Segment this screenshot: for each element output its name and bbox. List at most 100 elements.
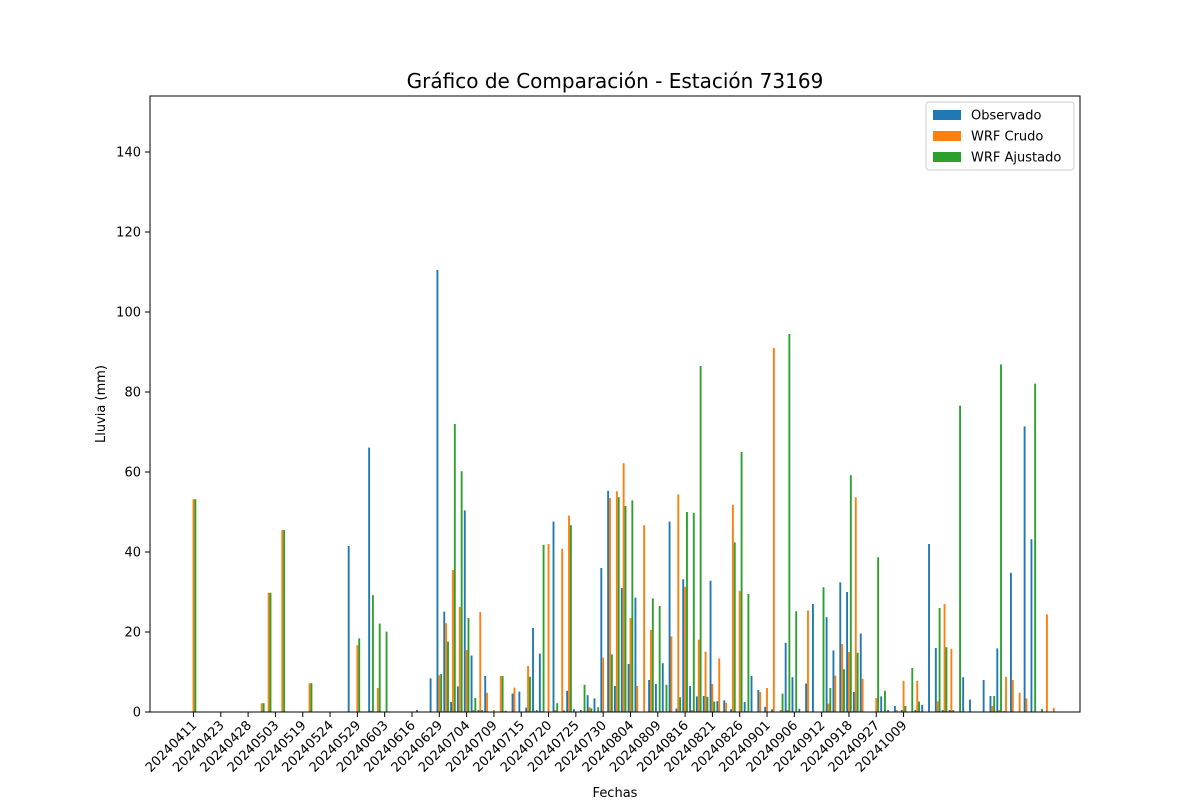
legend-swatch — [933, 131, 961, 141]
bar-wrf-crudo — [1005, 676, 1007, 712]
y-tick-label: 60 — [124, 466, 141, 481]
bar-wrf-crudo — [472, 710, 475, 712]
bar-wrf-crudo — [479, 612, 482, 712]
bar-observado — [586, 695, 589, 712]
bar-observado — [730, 709, 732, 712]
bar-observado — [1023, 426, 1026, 712]
bar-wrf-crudo — [513, 687, 516, 712]
bar-wrf-ajustado — [631, 500, 634, 712]
bar-wrf-ajustado — [528, 676, 531, 712]
bar-wrf-crudo — [895, 710, 898, 712]
y-tick-label: 40 — [124, 546, 141, 561]
bar-wrf-ajustado — [467, 618, 470, 712]
legend-frame — [925, 101, 1075, 171]
bar-wrf-ajustado — [262, 703, 265, 712]
y-tick-label: 100 — [116, 306, 141, 321]
bar-observado — [579, 710, 582, 712]
bar-wrf-crudo — [643, 525, 646, 712]
bar-wrf-ajustado — [583, 684, 586, 712]
bar-wrf-crudo — [766, 688, 768, 712]
bar-observado — [648, 680, 651, 712]
bar-observado — [852, 692, 855, 712]
bar-wrf-crudo — [356, 645, 359, 712]
bar-wrf-ajustado — [453, 424, 456, 712]
bar-observado — [812, 604, 814, 712]
bar-wrf-crudo — [438, 675, 441, 712]
bar-wrf-crudo — [568, 515, 570, 712]
bar-wrf-crudo — [192, 499, 195, 712]
bar-observado — [893, 706, 896, 712]
bar-wrf-crudo — [759, 692, 762, 712]
bar-observado — [928, 544, 930, 712]
bar-observado — [709, 580, 712, 712]
bar-wrf-ajustado — [699, 366, 702, 712]
bar-wrf-ajustado — [733, 542, 736, 712]
bar-wrf-crudo — [704, 651, 707, 712]
bar-wrf-ajustado — [624, 506, 627, 712]
bar-wrf-ajustado — [617, 497, 620, 712]
bar-observado — [757, 690, 760, 712]
bar-observado — [996, 648, 999, 712]
bar-observado — [627, 664, 630, 712]
bar-observado — [654, 684, 657, 712]
bar-observado — [436, 270, 439, 712]
bar-wrf-crudo — [854, 497, 857, 712]
bar-wrf-crudo — [629, 618, 632, 712]
bar-wrf-ajustado — [679, 697, 682, 712]
bar-wrf-crudo — [527, 666, 529, 712]
bar-observado — [1030, 539, 1033, 712]
bar-observado — [900, 710, 903, 712]
bar-wrf-ajustado — [556, 703, 559, 712]
bar-observado — [832, 650, 835, 712]
bar-wrf-ajustado — [692, 512, 695, 712]
bar-wrf-ajustado — [952, 710, 955, 712]
bar-observado — [702, 696, 705, 712]
bar-wrf-crudo — [697, 639, 700, 712]
bar-wrf-ajustado — [849, 475, 852, 712]
bar-observado — [456, 686, 459, 712]
bar-observado — [368, 447, 371, 712]
bar-wrf-ajustado — [658, 606, 661, 712]
bar-wrf-crudo — [731, 504, 734, 712]
bar-wrf-crudo — [1046, 614, 1048, 712]
bar-observado — [532, 628, 534, 712]
bar-observado — [771, 709, 773, 712]
y-tick-label: 80 — [124, 386, 141, 401]
bar-wrf-ajustado — [993, 696, 996, 712]
chart-title: Gráfico de Comparación - Estación 73169 — [407, 69, 824, 93]
bar-observado — [450, 702, 453, 712]
bar-wrf-ajustado — [385, 631, 388, 712]
bar-wrf-crudo — [260, 703, 263, 712]
bar-wrf-crudo — [848, 652, 850, 712]
x-axis: 2024041120240423202404282024050320240519… — [143, 712, 910, 776]
bar-wrf-ajustado — [460, 471, 463, 712]
bar-wrf-crudo — [827, 703, 830, 712]
bar-wrf-crudo — [725, 702, 727, 712]
bar-wrf-ajustado — [788, 334, 791, 712]
bar-wrf-crudo — [308, 683, 311, 712]
bar-wrf-ajustado — [481, 710, 484, 712]
bar-wrf-crudo — [267, 592, 270, 712]
bar-wrf-ajustado — [665, 684, 668, 712]
x-axis-label: Fechas — [593, 786, 638, 800]
legend: Observado WRF Crudo WRF Ajustado — [925, 101, 1075, 171]
bar-wrf-ajustado — [569, 525, 572, 712]
bar-wrf-crudo — [936, 701, 939, 712]
bar-wrf-crudo — [465, 650, 468, 712]
bar-wrf-ajustado — [781, 693, 784, 712]
bar-wrf-ajustado — [194, 499, 197, 712]
bar-wrf-ajustado — [706, 696, 709, 712]
bar-wrf-ajustado — [856, 652, 859, 712]
bar-observado — [682, 579, 685, 712]
bar-observado — [416, 710, 418, 712]
bar-observado — [982, 680, 985, 712]
bar-wrf-crudo — [916, 680, 919, 712]
bar-wrf-ajustado — [501, 676, 504, 712]
bar-wrf-crudo — [636, 686, 639, 712]
bar-observado — [470, 655, 473, 712]
bar-wrf-ajustado — [269, 592, 272, 712]
bar-observado — [607, 490, 610, 712]
bar-observado — [566, 690, 569, 712]
bar-observado — [661, 663, 664, 712]
